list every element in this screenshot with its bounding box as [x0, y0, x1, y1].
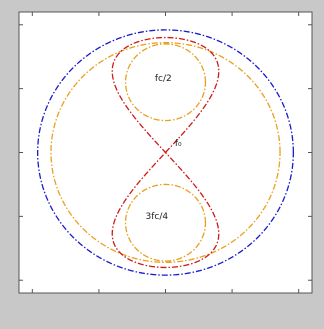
series-line-4: [111, 36, 220, 269]
annotation-2: 3fc/4: [146, 212, 169, 222]
series-line-0: [36, 29, 294, 276]
annotation-1: f₀: [175, 139, 182, 149]
series-line-1: [50, 41, 281, 264]
annotation-layer: fc/2 f₀ 3fc/4: [146, 74, 182, 222]
ticks: [19, 12, 312, 293]
annotation-0: fc/2: [155, 74, 172, 84]
series-layer: [36, 29, 294, 276]
